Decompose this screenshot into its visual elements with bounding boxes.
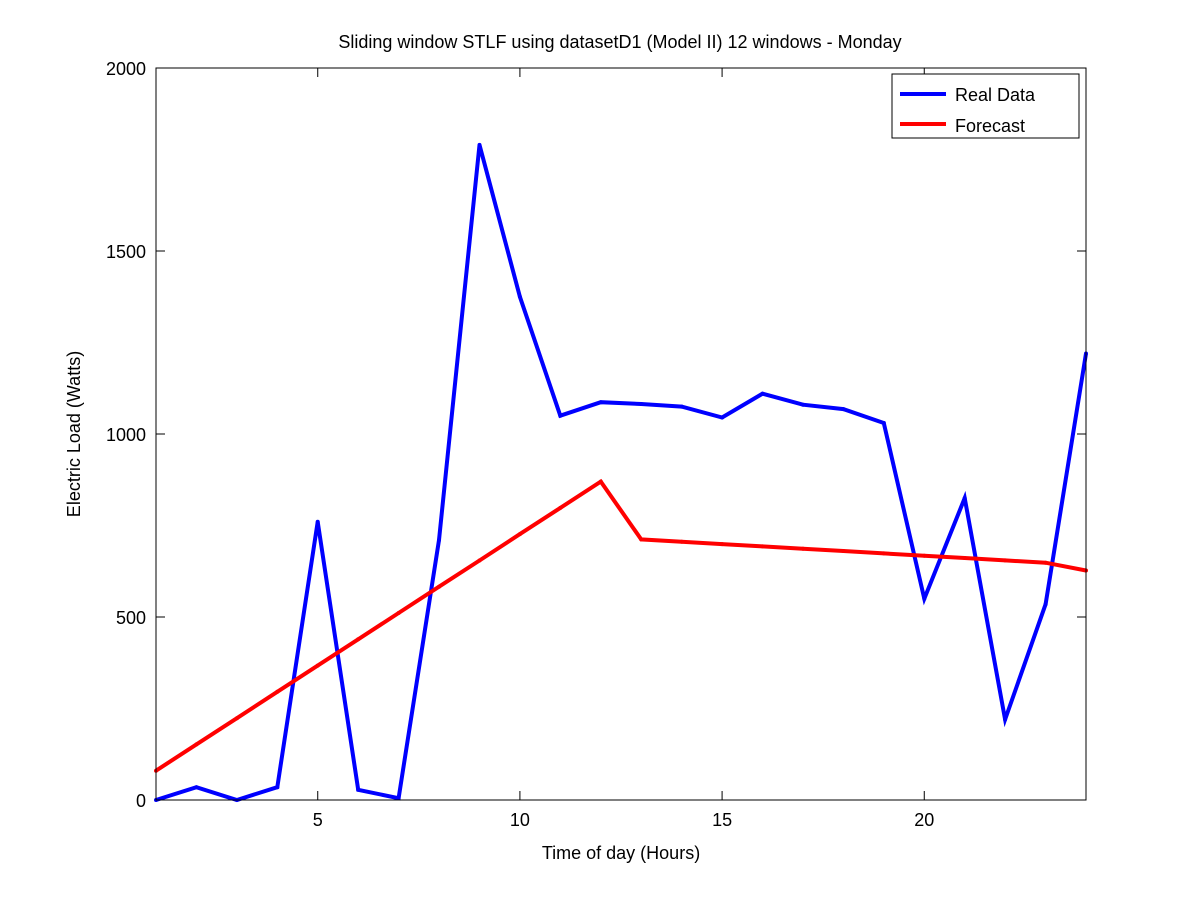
- data-point-forecast: [1003, 558, 1008, 563]
- y-tick-label: 2000: [106, 59, 146, 79]
- data-point-forecast: [639, 537, 644, 542]
- data-point-forecast: [437, 584, 441, 589]
- data-point-forecast: [396, 611, 401, 615]
- data-point-forecast: [922, 553, 927, 558]
- data-point-real-data: [922, 596, 927, 601]
- data-point-real-data: [194, 785, 199, 790]
- data-point-forecast: [598, 479, 603, 484]
- x-tick-label: 10: [510, 810, 530, 830]
- legend: Real Data Forecast: [891, 73, 1080, 139]
- data-point-forecast: [356, 637, 361, 642]
- chart-title: Sliding window STLF using datasetD1 (Mod…: [338, 32, 901, 52]
- data-point-forecast: [477, 558, 482, 563]
- series-line-real-data: [155, 144, 1088, 803]
- data-point-real-data: [1003, 717, 1008, 722]
- x-axis-ticks: 5 10 15 20: [313, 68, 934, 830]
- data-point-real-data: [315, 519, 320, 524]
- x-tick-label: 15: [712, 810, 732, 830]
- data-point-real-data: [1043, 602, 1048, 607]
- x-tick-label: 20: [914, 810, 934, 830]
- data-point-forecast: [315, 663, 320, 668]
- y-axis-label: Electric Load (Watts): [64, 351, 84, 517]
- data-point-forecast: [194, 742, 199, 747]
- data-point-real-data: [517, 294, 522, 299]
- y-tick-label: 500: [116, 608, 146, 628]
- data-point-real-data: [437, 538, 441, 543]
- plot-lines: [154, 142, 1088, 803]
- y-axis-ticks: 0 500 1000 1500 2000: [106, 59, 1086, 811]
- data-point-real-data: [356, 787, 361, 792]
- data-point-real-data: [760, 391, 765, 396]
- data-point-forecast: [801, 546, 805, 551]
- legend-label-forecast: Forecast: [955, 116, 1025, 136]
- data-point-real-data: [558, 413, 563, 418]
- data-point-forecast: [720, 542, 725, 547]
- data-point-forecast: [558, 505, 563, 510]
- data-point-real-data: [679, 404, 684, 409]
- data-point-forecast: [841, 549, 846, 553]
- legend-box: [891, 73, 1080, 139]
- data-point-forecast: [679, 539, 684, 544]
- legend-label-real-data: Real Data: [955, 85, 1036, 105]
- data-point-real-data: [801, 402, 805, 407]
- data-point-real-data: [881, 421, 886, 425]
- data-point-forecast: [275, 689, 280, 694]
- data-point-forecast: [962, 556, 967, 560]
- y-tick-label: 1000: [106, 425, 146, 445]
- data-point-real-data: [275, 785, 280, 790]
- data-point-forecast: [234, 716, 239, 721]
- series-line-forecast: [154, 478, 1087, 773]
- data-point-forecast: [881, 551, 886, 556]
- data-point-real-data: [396, 796, 401, 801]
- data-point-real-data: [639, 402, 644, 406]
- data-point-real-data: [720, 415, 725, 420]
- data-point-real-data: [477, 142, 482, 147]
- data-point-forecast: [517, 532, 522, 537]
- data-point-real-data: [962, 496, 967, 501]
- y-tick-label: 0: [136, 791, 146, 811]
- data-point-real-data: [841, 407, 846, 412]
- x-axis-label: Time of day (Hours): [542, 843, 700, 863]
- data-point-real-data: [598, 400, 603, 405]
- y-tick-label: 1500: [106, 242, 146, 262]
- data-point-forecast: [1043, 560, 1048, 565]
- x-tick-label: 5: [313, 810, 323, 830]
- data-point-forecast: [760, 544, 765, 549]
